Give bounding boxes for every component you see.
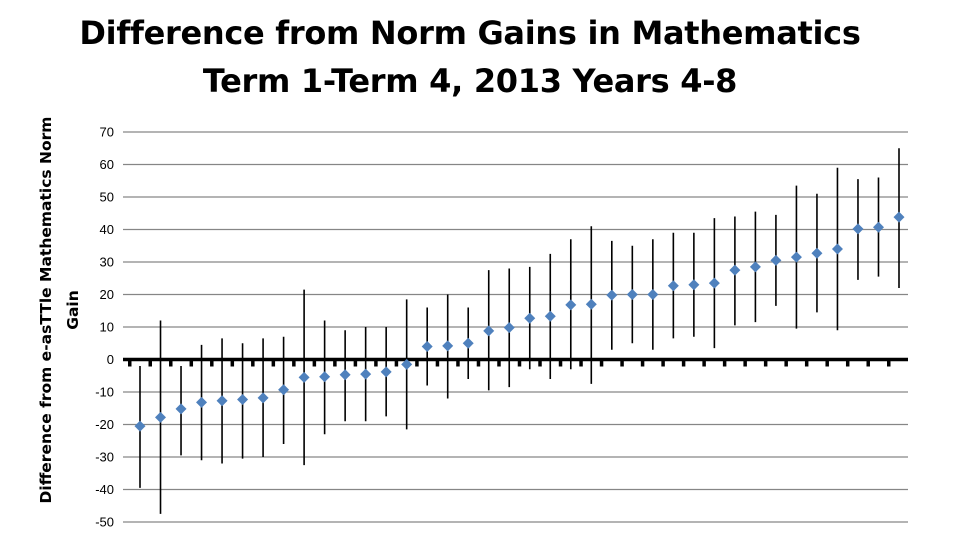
error-bars bbox=[139, 148, 900, 514]
data-point bbox=[462, 337, 474, 349]
data-point bbox=[134, 420, 146, 432]
data-point bbox=[442, 340, 454, 352]
data-point bbox=[298, 371, 310, 383]
y-tick-label: 30 bbox=[100, 255, 114, 270]
data-point bbox=[319, 371, 331, 383]
gridlines bbox=[123, 131, 908, 523]
data-point bbox=[544, 310, 556, 322]
data-point bbox=[524, 312, 536, 324]
data-point bbox=[749, 261, 761, 273]
data-point bbox=[483, 325, 495, 337]
data-point bbox=[339, 369, 351, 381]
data-point bbox=[606, 289, 618, 301]
y-tick-label: 20 bbox=[100, 287, 114, 302]
data-point bbox=[380, 366, 392, 378]
data-point bbox=[360, 368, 372, 380]
data-point bbox=[196, 396, 208, 408]
data-point bbox=[811, 247, 823, 259]
data-point bbox=[257, 392, 269, 404]
data-point bbox=[708, 277, 720, 289]
data-point bbox=[790, 251, 802, 263]
y-tick-label: 0 bbox=[107, 352, 114, 367]
y-tick-label: 40 bbox=[100, 222, 114, 237]
data-point bbox=[237, 393, 249, 405]
y-tick-label: -40 bbox=[95, 482, 114, 497]
zero-axis bbox=[123, 357, 908, 367]
data-point bbox=[421, 341, 433, 352]
chart-subtitle: Term 1-Term 4, 2013 Years 4-8 bbox=[202, 62, 738, 100]
y-tick-label: -10 bbox=[95, 385, 114, 400]
data-point bbox=[626, 289, 638, 300]
data-point bbox=[647, 289, 659, 300]
data-point bbox=[667, 280, 679, 292]
y-tick-label: 50 bbox=[100, 190, 114, 205]
data-markers bbox=[134, 211, 905, 432]
data-point bbox=[216, 395, 228, 407]
data-point bbox=[729, 264, 741, 276]
data-point bbox=[852, 223, 864, 235]
data-point bbox=[565, 299, 577, 311]
data-point bbox=[155, 411, 167, 423]
y-axis-ticks: 70 60 50 40 30 20 10 0 -10 -20 -30 -40 -50 bbox=[95, 125, 114, 530]
y-tick-label: 70 bbox=[100, 125, 114, 140]
data-point bbox=[278, 384, 290, 396]
y-tick-label: 10 bbox=[100, 320, 114, 335]
data-point bbox=[503, 322, 515, 334]
y-tick-label: 60 bbox=[100, 157, 114, 172]
data-point bbox=[688, 279, 700, 291]
data-point bbox=[401, 358, 413, 370]
y-tick-label: -20 bbox=[95, 417, 114, 432]
chart-title: Difference from Norm Gains in Mathematic… bbox=[79, 14, 861, 52]
data-point bbox=[831, 243, 843, 255]
data-point bbox=[175, 403, 187, 415]
y-tick-label: -50 bbox=[95, 515, 114, 530]
data-point bbox=[872, 221, 884, 233]
data-point bbox=[585, 298, 597, 310]
data-point bbox=[893, 211, 905, 223]
data-point bbox=[770, 254, 782, 266]
y-tick-label: -30 bbox=[95, 450, 114, 465]
